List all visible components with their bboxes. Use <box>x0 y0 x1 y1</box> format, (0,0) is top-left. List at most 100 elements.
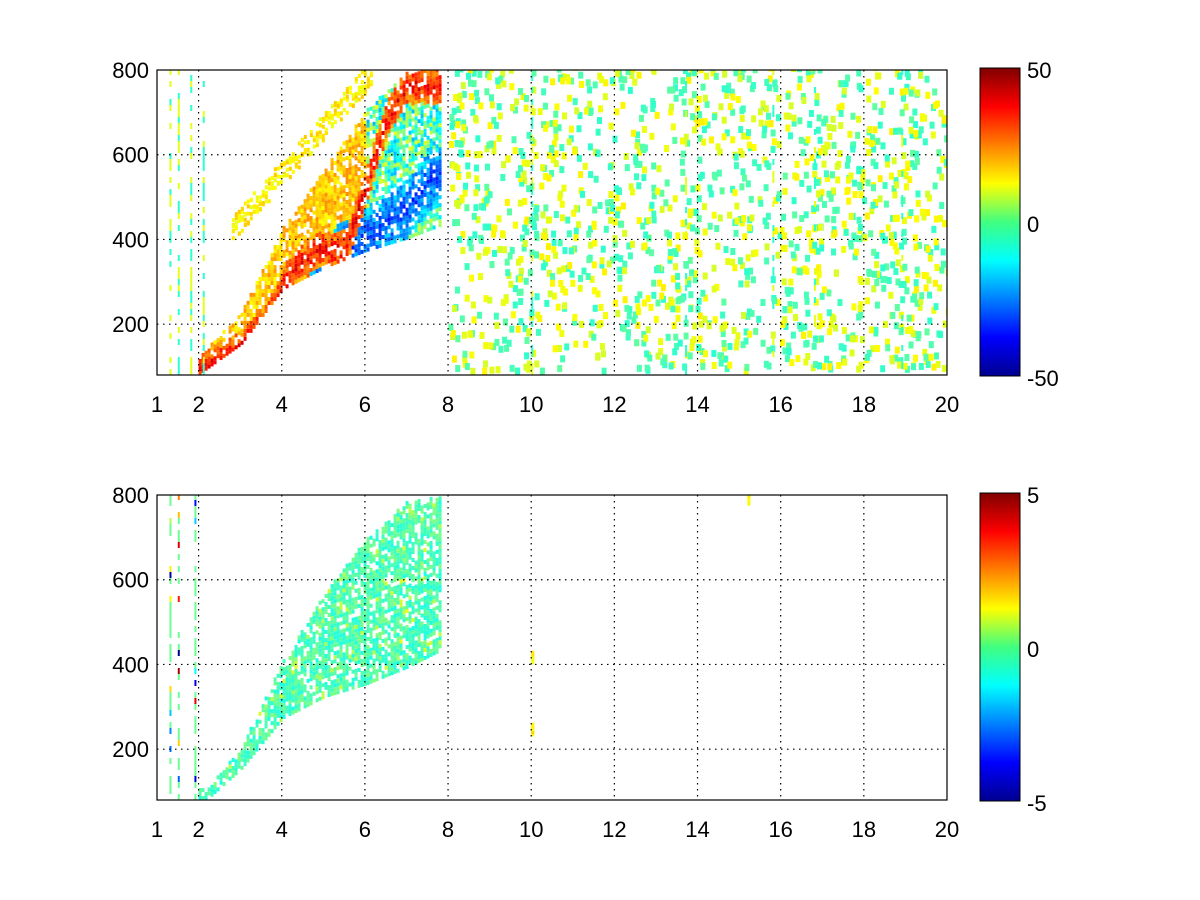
heatmap-cell <box>533 207 539 215</box>
heatmap-cell <box>309 629 313 634</box>
heatmap-cell <box>423 519 427 524</box>
heatmap-cell <box>354 600 358 605</box>
heatmap-cell <box>918 362 924 370</box>
heatmap-cell <box>360 129 364 134</box>
heatmap-cell <box>339 194 343 199</box>
heatmap-cell <box>225 771 229 776</box>
heatmap-cell <box>417 603 421 608</box>
heatmap-cell <box>318 267 322 272</box>
heatmap-cell <box>375 677 379 682</box>
heatmap-cell <box>318 227 322 232</box>
heatmap-cell <box>202 339 205 345</box>
heatmap-cell <box>357 203 361 208</box>
heatmap-cell <box>535 328 541 336</box>
heatmap-cell <box>360 670 364 675</box>
heatmap-cell <box>345 144 349 149</box>
heatmap-cell <box>285 693 289 698</box>
heatmap-cell <box>417 539 421 544</box>
heatmap-cell <box>411 161 415 166</box>
heatmap-cell <box>345 208 349 213</box>
heatmap-cell <box>929 121 935 129</box>
heatmap-cell <box>772 285 775 291</box>
heatmap-cell <box>378 195 382 200</box>
heatmap-cell <box>617 274 623 282</box>
heatmap-cell <box>354 676 358 681</box>
heatmap-cell <box>345 212 349 217</box>
heatmap-cell <box>372 538 376 543</box>
heatmap-cell <box>804 297 810 305</box>
heatmap-cell <box>228 337 232 342</box>
heatmap-cell <box>345 232 349 237</box>
heatmap-cell <box>249 742 253 747</box>
heatmap-cell <box>893 177 899 185</box>
heatmap-cell <box>282 671 286 676</box>
heatmap-cell <box>692 270 698 278</box>
heatmap-cell <box>393 669 397 674</box>
heatmap-cell <box>426 195 430 200</box>
heatmap-cell <box>345 643 349 648</box>
heatmap-cell <box>909 314 915 322</box>
heatmap-cell <box>243 762 247 767</box>
heatmap-cell <box>417 227 421 232</box>
heatmap-cell <box>318 243 322 248</box>
heatmap-cell <box>327 110 331 115</box>
heatmap-cell <box>396 146 400 151</box>
heatmap-cell <box>246 312 250 317</box>
heatmap-cell <box>309 232 313 237</box>
heatmap-cell <box>655 352 661 360</box>
heatmap-cell <box>870 158 876 166</box>
heatmap-cell <box>333 224 337 229</box>
heatmap-cell <box>901 363 904 369</box>
heatmap-cell <box>908 126 914 134</box>
heatmap-cell <box>776 191 782 199</box>
heatmap-cell <box>360 145 364 150</box>
heatmap-cell <box>918 297 924 305</box>
heatmap-cell <box>348 174 352 179</box>
heatmap-cell <box>369 194 373 199</box>
heatmap-cell <box>348 102 352 107</box>
heatmap-cell <box>363 112 367 117</box>
heatmap-cell <box>213 360 217 365</box>
heatmap-cell <box>357 247 361 252</box>
heatmap-cell <box>330 158 334 163</box>
heatmap-cell <box>348 238 352 243</box>
heatmap-cell <box>360 70 364 75</box>
heatmap-cell <box>763 184 769 192</box>
heatmap-cell <box>411 153 415 158</box>
heatmap-cell <box>675 272 681 280</box>
heatmap-cell <box>339 182 343 187</box>
heatmap-cell <box>330 210 334 215</box>
heatmap-cell <box>327 673 331 678</box>
heatmap-cell <box>941 116 947 124</box>
heatmap-cell <box>267 181 271 186</box>
heatmap-cell <box>914 266 920 274</box>
heatmap-cell <box>375 104 379 109</box>
heatmap-cell <box>651 291 657 299</box>
heatmap-cell <box>852 253 858 261</box>
heatmap-cell <box>673 77 679 85</box>
heatmap-cell <box>372 582 376 587</box>
heatmap-cell <box>330 238 334 243</box>
heatmap-cell <box>351 569 355 574</box>
heatmap-cell <box>429 158 433 163</box>
heatmap-cell <box>408 154 412 159</box>
heatmap-cell <box>303 239 307 244</box>
heatmap-cell <box>405 111 409 116</box>
heatmap-cell <box>730 136 736 144</box>
heatmap-cell <box>420 553 424 558</box>
heatmap-cell <box>402 650 406 655</box>
heatmap-cell <box>868 326 874 334</box>
heatmap-cell <box>306 197 310 202</box>
heatmap-cell <box>587 100 593 108</box>
heatmap-cell <box>390 232 394 237</box>
heatmap-cell <box>620 202 626 210</box>
heatmap-cell <box>315 229 319 234</box>
heatmap-cell <box>357 655 361 660</box>
heatmap-cell <box>562 302 568 310</box>
heatmap-cell <box>776 94 782 102</box>
heatmap-cell <box>576 154 582 162</box>
heatmap-cell <box>393 617 397 622</box>
heatmap-cell <box>426 147 430 152</box>
heatmap-cell <box>249 750 253 755</box>
heatmap-cell <box>393 183 397 188</box>
